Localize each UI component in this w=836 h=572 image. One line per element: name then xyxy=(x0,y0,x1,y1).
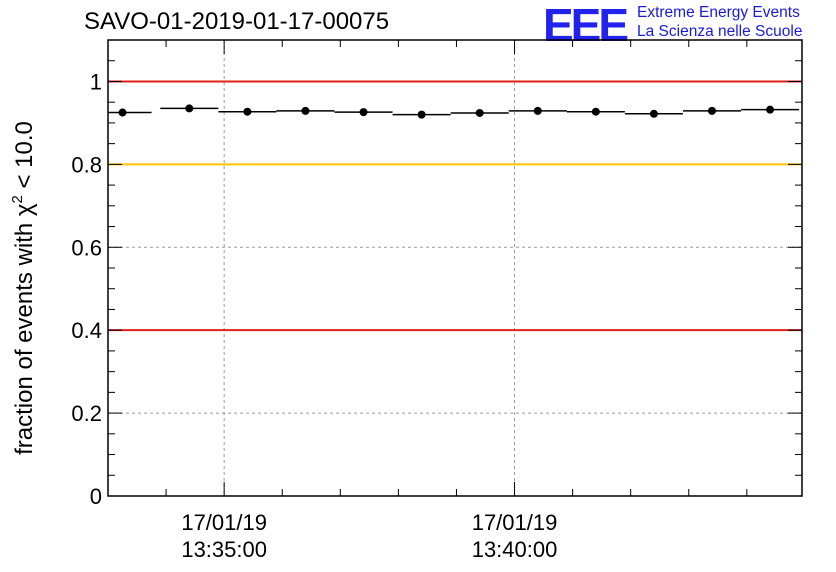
data-point xyxy=(301,106,310,115)
data-point xyxy=(185,104,194,113)
y-axis-label-exponent: 2 xyxy=(9,195,26,203)
data-point xyxy=(533,106,542,115)
y-tick-label: 0.6 xyxy=(71,235,102,260)
y-tick-label: 0.4 xyxy=(71,318,102,343)
data-point xyxy=(649,109,658,118)
data-point xyxy=(475,108,484,117)
axis-labels: 00.20.40.60.8117/01/1913:35:0017/01/1913… xyxy=(71,69,557,562)
org-line-2: La Scienza nelle Scuole xyxy=(637,23,803,40)
org-name: Extreme Energy Events La Scienza nelle S… xyxy=(637,3,802,41)
y-tick-label: 1 xyxy=(90,69,102,94)
data-series xyxy=(108,104,800,119)
y-axis-label: fraction of events with χ2 < 10.0 xyxy=(9,121,38,455)
data-point xyxy=(766,105,775,114)
data-point xyxy=(118,108,127,117)
data-point xyxy=(591,107,600,116)
reference-lines xyxy=(108,80,802,332)
x-tick-label-time: 13:40:00 xyxy=(472,537,558,562)
data-point xyxy=(359,108,368,117)
x-tick-label-time: 13:35:00 xyxy=(181,537,267,562)
grid-layer xyxy=(108,40,802,496)
chart-title: SAVO-01-2019-01-17-00075 xyxy=(84,8,390,35)
data-point xyxy=(707,106,716,115)
y-axis-label-prefix: fraction of events with χ xyxy=(11,203,38,455)
y-tick-label: 0 xyxy=(90,484,102,509)
data-point xyxy=(243,107,252,116)
data-point xyxy=(417,110,426,119)
y-tick-label: 0.2 xyxy=(71,401,102,426)
x-tick-label-date: 17/01/19 xyxy=(472,510,558,535)
x-tick-label-date: 17/01/19 xyxy=(181,510,267,535)
y-tick-label: 0.8 xyxy=(71,152,102,177)
org-line-1: Extreme Energy Events xyxy=(637,4,800,21)
y-axis-label-suffix: < 10.0 xyxy=(11,121,38,195)
axis-ticks xyxy=(108,39,802,497)
